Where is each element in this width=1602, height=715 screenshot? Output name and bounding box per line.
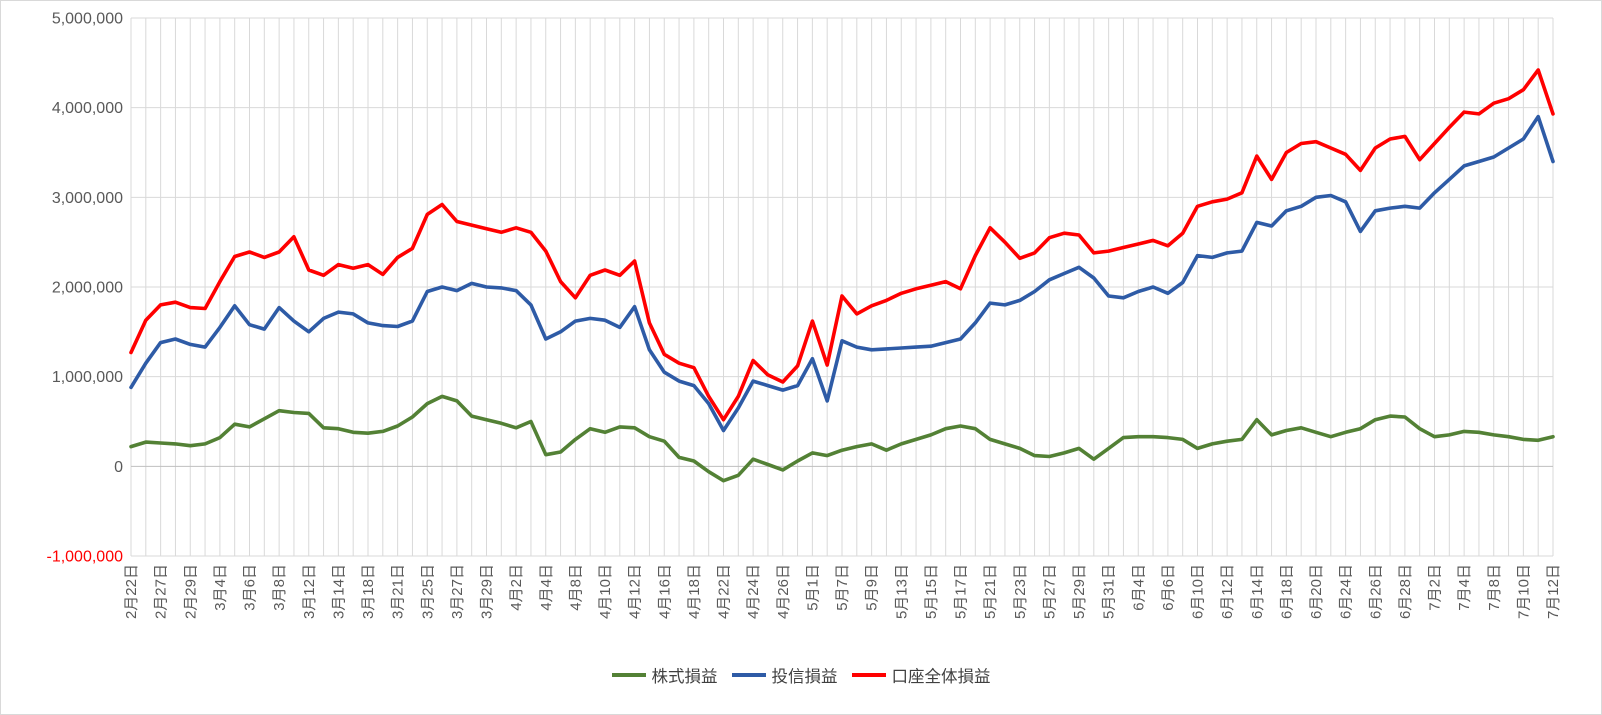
x-axis-tick-label: 7月12日 [1545,564,1562,619]
x-axis-tick-label: 7月2日 [1427,564,1444,611]
y-axis-tick-label: 3,000,000 [52,190,123,207]
x-axis-tick-label: 5月17日 [953,564,970,619]
x-axis-tick-label: 3月27日 [449,564,466,619]
x-axis-tick-label: 4月4日 [538,564,555,611]
legend-item-stock-pl[interactable]: 株式損益 [611,663,718,687]
y-axis-tick-label: 0 [114,459,123,476]
x-axis-tick-label: 4月18日 [686,564,703,619]
legend-item-account-total-pl[interactable]: 口座全体損益 [851,663,991,687]
x-axis-tick-label: 2月29日 [182,564,199,619]
x-axis-tick-label: 2月27日 [153,564,170,619]
x-axis-tick-label: 5月29日 [1071,564,1088,619]
legend-line-swatch [731,673,766,677]
x-axis-tick-label: 3月14日 [330,564,347,619]
x-axis-tick-label: 4月8日 [567,564,584,611]
x-axis-tick-label: 4月16日 [656,564,673,619]
x-axis-tick-label: 6月20日 [1308,564,1325,619]
x-axis-tick-label: 2月22日 [123,564,140,619]
x-axis-tick-label: 7月10日 [1515,564,1532,619]
x-axis-tick-label: 4月26日 [775,564,792,619]
x-axis-tick-label: 4月12日 [627,564,644,619]
x-axis-tick-label: 3月21日 [390,564,407,619]
x-axis-tick-label: 4月2日 [508,564,525,611]
y-axis-tick-label: 2,000,000 [52,280,123,297]
x-axis-tick-label: 3月18日 [360,564,377,619]
y-axis-tick-label: -1,000,000 [46,549,123,566]
x-axis-tick-label: 6月24日 [1338,564,1355,619]
legend-label: 投信損益 [771,668,838,686]
x-axis-tick-label: 6月6日 [1160,564,1177,611]
x-axis-tick-label: 7月8日 [1486,564,1503,611]
legend-label: 株式損益 [651,668,718,686]
x-axis-tick-label: 3月25日 [419,564,436,619]
x-axis-tick-label: 5月23日 [1012,564,1029,619]
x-axis-tick-label: 5月31日 [1101,564,1118,619]
x-axis-tick-label: 5月15日 [923,564,940,619]
x-axis-tick-label: 6月28日 [1397,564,1414,619]
legend-line-swatch [851,673,886,677]
y-axis-tick-label: 1,000,000 [52,369,123,386]
series-line-fund-pl [129,114,1555,433]
chart-legend: 株式損益 投信損益 口座全体損益 [1,663,1601,687]
x-axis-tick-label: 5月9日 [864,564,881,611]
x-axis-tick-label: 3月12日 [301,564,318,619]
x-axis-tick-label: 6月12日 [1219,564,1236,619]
x-axis-tick-label: 4月24日 [745,564,762,619]
x-axis-tick-label: 6月18日 [1278,564,1295,619]
x-axis-tick-label: 5月13日 [893,564,910,619]
legend-item-fund-pl[interactable]: 投信損益 [731,663,838,687]
y-axis-tick-label: 4,000,000 [52,100,123,117]
x-axis-tick-label: 5月1日 [804,564,821,611]
x-axis-tick-label: 4月22日 [716,564,733,619]
series-line-account-total-pl [129,68,1555,422]
x-axis-tick-label: 5月27日 [1041,564,1058,619]
x-axis-tick-label: 7月4日 [1456,564,1473,611]
x-axis-tick-label: 3月6日 [242,564,259,611]
x-axis-tick-label: 3月29日 [479,564,496,619]
x-axis-tick-label: 6月10日 [1190,564,1207,619]
x-axis-tick-label: 5月7日 [834,564,851,611]
series-line-stock-pl [129,394,1555,483]
x-axis-tick-label: 3月8日 [271,564,288,611]
y-axis-tick-label: 5,000,000 [52,11,123,28]
x-axis-tick-label: 6月26日 [1367,564,1384,619]
x-axis-tick-label: 5月21日 [982,564,999,619]
x-axis-tick-label: 4月10日 [597,564,614,619]
x-axis-tick-label: 3月4日 [212,564,229,611]
legend-line-swatch [611,673,646,677]
x-axis-tick-label: 6月14日 [1249,564,1266,619]
legend-label: 口座全体損益 [891,668,991,686]
x-axis-tick-label: 6月4日 [1130,564,1147,611]
